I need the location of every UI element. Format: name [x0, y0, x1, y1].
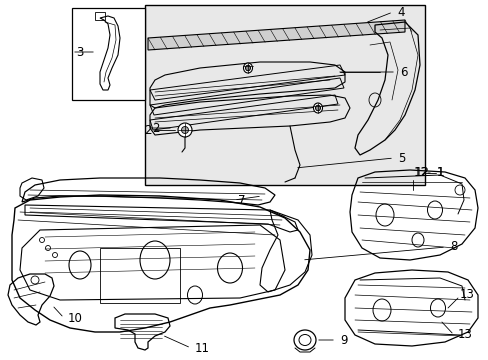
Text: 1: 1 [436, 166, 444, 180]
Ellipse shape [178, 123, 192, 137]
Polygon shape [148, 20, 404, 50]
Text: 11: 11 [195, 342, 209, 355]
Ellipse shape [245, 65, 250, 71]
Bar [100, 248, 180, 303]
Text: 3: 3 [76, 45, 83, 58]
Text: 1: 1 [436, 166, 444, 180]
Ellipse shape [293, 330, 315, 350]
Bar [145, 5, 424, 185]
Ellipse shape [181, 126, 188, 134]
Text: 13: 13 [459, 288, 474, 302]
Text: 8: 8 [449, 240, 456, 253]
Text: 10: 10 [68, 311, 82, 324]
Text: 4: 4 [396, 5, 404, 18]
Text: 2: 2 [144, 123, 152, 136]
Ellipse shape [243, 63, 252, 73]
Ellipse shape [315, 105, 320, 111]
Bar [95, 12, 105, 20]
Ellipse shape [313, 103, 322, 113]
Text: 6: 6 [399, 66, 407, 78]
Text: 12: 12 [413, 166, 428, 179]
Text: 7: 7 [238, 194, 245, 207]
Text: 5: 5 [397, 152, 405, 165]
Text: 9: 9 [339, 333, 347, 346]
Text: 12: 12 [414, 166, 429, 179]
Bar [72, 8, 145, 100]
Text: 2: 2 [152, 122, 159, 135]
Text: 13: 13 [457, 328, 472, 342]
